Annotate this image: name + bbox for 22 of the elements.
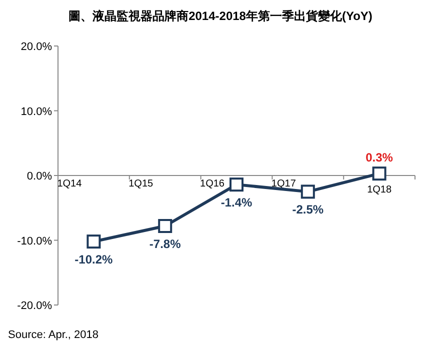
chart-title: 圖、液晶監視器品牌商2014-2018年第一季出貨變化(YoY) (68, 9, 372, 23)
x-tick-label: 1Q17 (271, 178, 296, 190)
y-tick-label: -20.0% (17, 300, 52, 312)
x-tick-label: 1Q16 (200, 178, 225, 190)
data-label: -1.4% (220, 196, 252, 210)
point (300, 184, 315, 199)
x-tick-label: 1Q14 (57, 178, 82, 190)
point (86, 234, 101, 249)
y-tick-label: 20.0% (20, 41, 52, 53)
data-label: -7.8% (149, 237, 182, 252)
point (372, 166, 386, 181)
y-tick-label: -10.0% (17, 235, 52, 248)
x-tick-label: 1Q15 (128, 178, 154, 190)
y-tick-label: 0.0% (26, 170, 52, 182)
data-label: -2.5% (292, 202, 324, 217)
source-note: Source: Apr., 2018 (8, 329, 99, 341)
point (158, 219, 172, 234)
x-tick-label: 1Q18 (367, 184, 392, 196)
data-label: -10.2% (74, 252, 114, 267)
point (230, 178, 244, 192)
data-label: 0.3% (366, 150, 394, 165)
y-tick-label: 10.0% (20, 106, 52, 118)
